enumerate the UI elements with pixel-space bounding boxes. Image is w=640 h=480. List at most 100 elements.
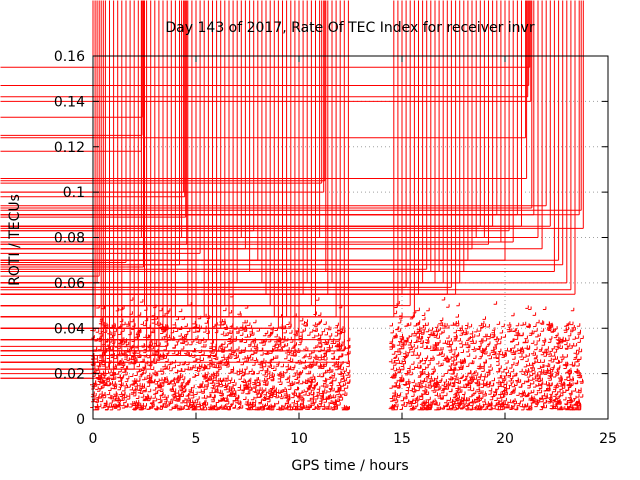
background-point (510, 389, 514, 394)
background-point (336, 356, 340, 360)
background-point (231, 379, 235, 383)
background-point (315, 297, 320, 301)
background-point (548, 377, 552, 381)
background-point (497, 381, 502, 385)
background-point (453, 361, 458, 366)
background-point (553, 334, 558, 339)
background-point (453, 357, 457, 361)
background-point (214, 356, 219, 361)
background-point (449, 388, 453, 393)
background-point (567, 384, 572, 388)
background-point (156, 357, 161, 361)
background-point (552, 388, 557, 393)
background-point (181, 340, 186, 344)
background-point (490, 393, 494, 398)
background-point (573, 401, 578, 405)
background-point (336, 343, 341, 347)
background-point (405, 390, 409, 395)
background-point (439, 351, 443, 355)
background-point (430, 383, 434, 387)
background-point (293, 406, 297, 410)
background-point (450, 361, 455, 365)
background-point (162, 394, 166, 398)
background-point (337, 364, 341, 369)
background-point (523, 354, 527, 358)
background-point (453, 346, 457, 351)
background-point (299, 390, 303, 394)
background-point (321, 403, 325, 408)
background-point (143, 403, 147, 407)
background-point (403, 403, 408, 407)
background-point (567, 377, 571, 381)
background-point (422, 316, 426, 321)
background-point (501, 354, 505, 358)
background-point (346, 360, 350, 364)
background-point (150, 366, 155, 370)
background-point (564, 345, 569, 349)
background-point (273, 342, 278, 346)
background-point (321, 347, 325, 351)
background-point (253, 406, 257, 411)
background-point (273, 388, 277, 393)
background-point (503, 384, 507, 388)
background-point (280, 363, 284, 368)
background-point (527, 385, 531, 389)
background-point (176, 395, 180, 400)
background-point (414, 352, 418, 356)
background-point (578, 374, 583, 379)
background-point (555, 359, 559, 364)
background-point (438, 377, 443, 382)
background-point (502, 334, 506, 338)
background-point (575, 389, 580, 393)
data-point (0, 0, 201, 254)
background-point (250, 351, 255, 356)
background-point (389, 385, 393, 389)
background-point (160, 371, 165, 375)
background-point (318, 400, 323, 405)
background-point (577, 329, 581, 334)
background-point (179, 374, 184, 378)
background-point (528, 406, 533, 411)
background-point (499, 330, 504, 334)
background-point (421, 370, 426, 375)
background-point (489, 406, 493, 411)
y-tick-label: 0.14 (54, 94, 85, 110)
background-point (235, 399, 239, 404)
background-point (508, 328, 513, 332)
background-point (410, 405, 414, 409)
background-point (510, 339, 514, 343)
background-point (400, 336, 405, 340)
background-point (118, 340, 122, 344)
background-point (261, 396, 265, 400)
chart-title: Day 143 of 2017, Rate Of TEC Index for r… (165, 20, 534, 36)
background-point (419, 401, 424, 405)
background-point (123, 369, 127, 373)
background-point (464, 373, 469, 377)
background-point (438, 363, 442, 367)
background-point (551, 353, 556, 357)
background-point (180, 339, 184, 344)
background-point (440, 395, 444, 400)
background-point (144, 376, 148, 380)
background-point (199, 383, 203, 388)
background-point (545, 381, 550, 386)
background-point (144, 397, 148, 401)
background-point (290, 352, 294, 357)
background-point (238, 313, 242, 317)
background-point (506, 322, 511, 326)
background-point (542, 337, 546, 342)
background-point (496, 379, 500, 384)
background-point (565, 387, 569, 391)
background-point (567, 399, 572, 403)
background-point (312, 354, 317, 358)
background-point (492, 351, 497, 355)
background-point (276, 372, 281, 376)
background-point (419, 384, 423, 389)
background-point (165, 350, 170, 355)
background-point (496, 358, 500, 363)
background-point (410, 398, 414, 402)
background-point (432, 389, 437, 393)
background-point (319, 332, 323, 336)
background-point (305, 370, 310, 375)
background-point (220, 331, 225, 335)
